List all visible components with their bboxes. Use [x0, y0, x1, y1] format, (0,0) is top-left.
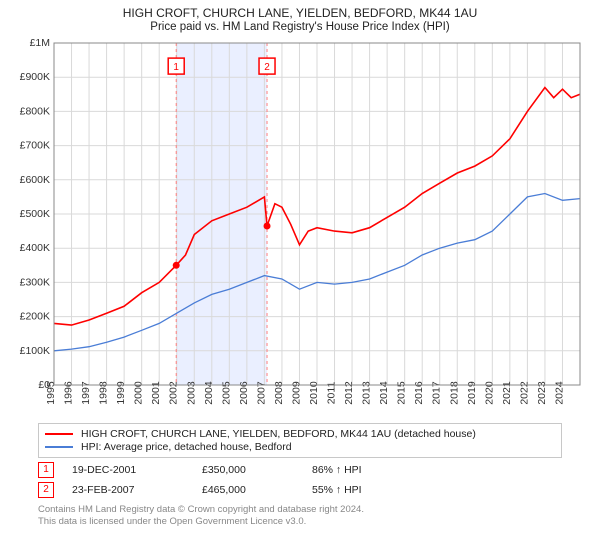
- legend-swatch: [45, 433, 73, 435]
- svg-text:£800K: £800K: [20, 105, 50, 117]
- legend-item: HPI: Average price, detached house, Bedf…: [45, 441, 555, 453]
- event-price: £350,000: [202, 464, 312, 476]
- event-hpi: 86% ↑ HPI: [312, 464, 432, 476]
- svg-text:1: 1: [173, 62, 179, 73]
- svg-text:£200K: £200K: [20, 311, 50, 323]
- event-price: £465,000: [202, 484, 312, 496]
- event-marker-icon: 2: [38, 482, 54, 498]
- legend-box: HIGH CROFT, CHURCH LANE, YIELDEN, BEDFOR…: [38, 423, 562, 458]
- legend-label: HPI: Average price, detached house, Bedf…: [81, 441, 292, 453]
- svg-text:£400K: £400K: [20, 242, 50, 254]
- legend-label: HIGH CROFT, CHURCH LANE, YIELDEN, BEDFOR…: [81, 428, 476, 440]
- svg-text:2: 2: [264, 62, 270, 73]
- svg-text:£500K: £500K: [20, 208, 50, 220]
- svg-text:£100K: £100K: [20, 345, 50, 357]
- chart-area: £0£100K£200K£300K£400K£500K£600K£700K£80…: [10, 37, 590, 417]
- event-marker-icon: 1: [38, 462, 54, 478]
- event-hpi: 55% ↑ HPI: [312, 484, 432, 496]
- event-date: 23-FEB-2007: [72, 484, 202, 496]
- line-chart-svg: £0£100K£200K£300K£400K£500K£600K£700K£80…: [10, 37, 590, 417]
- events-table: 1 19-DEC-2001 £350,000 86% ↑ HPI 2 23-FE…: [38, 462, 588, 498]
- svg-text:£600K: £600K: [20, 174, 50, 186]
- event-date: 19-DEC-2001: [72, 464, 202, 476]
- legend-item: HIGH CROFT, CHURCH LANE, YIELDEN, BEDFOR…: [45, 428, 555, 440]
- footer-line: Contains HM Land Registry data © Crown c…: [38, 504, 588, 516]
- legend-swatch: [45, 446, 73, 448]
- event-row: 1 19-DEC-2001 £350,000 86% ↑ HPI: [38, 462, 588, 478]
- chart-subtitle: Price paid vs. HM Land Registry's House …: [0, 20, 600, 37]
- footer-line: This data is licensed under the Open Gov…: [38, 516, 588, 528]
- event-row: 2 23-FEB-2007 £465,000 55% ↑ HPI: [38, 482, 588, 498]
- svg-text:£1M: £1M: [30, 37, 50, 49]
- svg-text:£900K: £900K: [20, 71, 50, 83]
- attribution-footer: Contains HM Land Registry data © Crown c…: [38, 504, 588, 528]
- svg-text:£300K: £300K: [20, 276, 50, 288]
- chart-title: HIGH CROFT, CHURCH LANE, YIELDEN, BEDFOR…: [0, 0, 600, 20]
- svg-text:£700K: £700K: [20, 140, 50, 152]
